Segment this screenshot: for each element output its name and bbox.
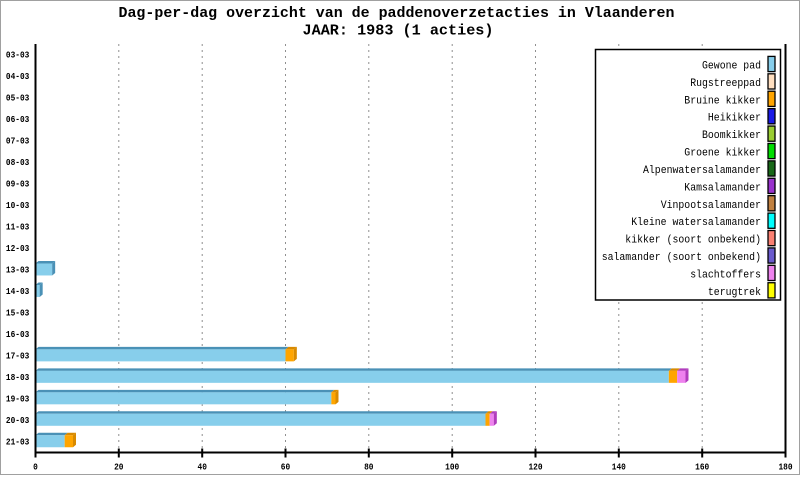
svg-text:13-03: 13-03 <box>6 266 30 276</box>
svg-text:17-03: 17-03 <box>6 351 30 361</box>
svg-text:slachtoffers: slachtoffers <box>690 269 761 281</box>
svg-text:80: 80 <box>364 463 373 473</box>
svg-text:11-03: 11-03 <box>6 223 30 233</box>
svg-text:04-03: 04-03 <box>6 72 30 82</box>
svg-text:160: 160 <box>695 463 709 473</box>
svg-text:07-03: 07-03 <box>6 137 30 147</box>
svg-text:Gewone pad: Gewone pad <box>702 61 761 73</box>
svg-text:06-03: 06-03 <box>6 115 30 125</box>
svg-text:08-03: 08-03 <box>6 158 30 168</box>
svg-text:Heikikker: Heikikker <box>708 113 761 125</box>
svg-text:03-03: 03-03 <box>6 51 30 61</box>
svg-text:Kleine watersalamander: Kleine watersalamander <box>631 217 761 229</box>
svg-text:20-03: 20-03 <box>6 416 30 426</box>
svg-text:14-03: 14-03 <box>6 287 30 297</box>
svg-text:09-03: 09-03 <box>6 180 30 190</box>
svg-text:18-03: 18-03 <box>6 373 30 383</box>
svg-text:Dag-per-dag overzicht van de p: Dag-per-dag overzicht van de paddenoverz… <box>119 5 675 22</box>
svg-text:Groene kikker: Groene kikker <box>684 148 761 160</box>
svg-text:05-03: 05-03 <box>6 94 30 104</box>
svg-text:20: 20 <box>114 463 123 473</box>
svg-text:salamander (soort onbekend): salamander (soort onbekend) <box>602 252 761 264</box>
svg-text:Alpenwatersalamander: Alpenwatersalamander <box>643 165 761 177</box>
svg-text:10-03: 10-03 <box>6 201 30 211</box>
svg-text:120: 120 <box>528 463 542 473</box>
svg-text:0: 0 <box>33 463 38 473</box>
svg-text:15-03: 15-03 <box>6 308 30 318</box>
svg-text:Boomkikker: Boomkikker <box>702 130 761 142</box>
svg-text:JAAR: 1983 (1 acties): JAAR: 1983 (1 acties) <box>303 23 494 40</box>
svg-text:Kamsalamander: Kamsalamander <box>684 182 761 194</box>
svg-text:40: 40 <box>198 463 207 473</box>
svg-text:19-03: 19-03 <box>6 394 30 404</box>
svg-text:21-03: 21-03 <box>6 437 30 447</box>
svg-text:180: 180 <box>778 463 792 473</box>
svg-text:Vinpootsalamander: Vinpootsalamander <box>661 200 761 212</box>
svg-text:terugtrek: terugtrek <box>708 287 761 299</box>
svg-text:16-03: 16-03 <box>6 330 30 340</box>
svg-text:Rugstreeppad: Rugstreeppad <box>690 78 761 90</box>
svg-text:12-03: 12-03 <box>6 244 30 254</box>
svg-text:Bruine kikker: Bruine kikker <box>684 95 761 107</box>
svg-text:60: 60 <box>281 463 290 473</box>
svg-text:100: 100 <box>445 463 459 473</box>
svg-text:140: 140 <box>612 463 626 473</box>
svg-text:kikker (soort onbekend): kikker (soort onbekend) <box>625 235 761 247</box>
